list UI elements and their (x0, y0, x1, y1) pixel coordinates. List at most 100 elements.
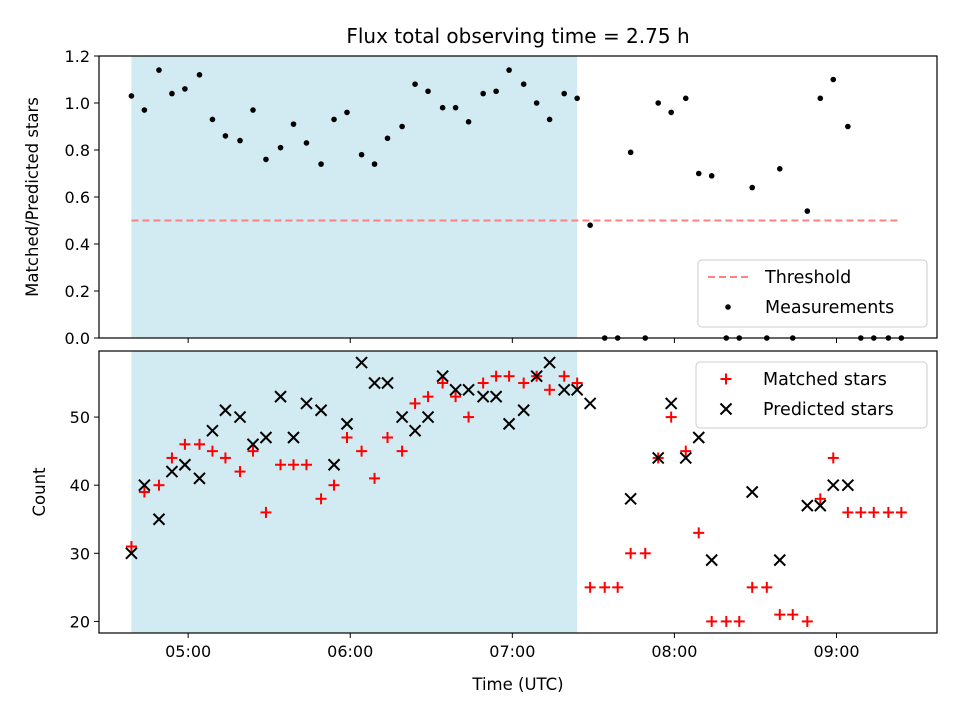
top-ytick-label: 0.4 (65, 235, 90, 254)
predicted-star-point (138, 478, 151, 492)
matched-star-point (450, 391, 462, 403)
predicted-star-point-b (287, 431, 300, 444)
matched-star-point (612, 581, 624, 593)
predicted-star-point-b (327, 458, 341, 471)
top-axes: 0.0 0.2 0.4 0.6 0.8 1.0 1.2 (65, 47, 938, 348)
matched-star-point (639, 547, 651, 559)
top-panel: 0.0 0.2 0.4 0.6 0.8 1.0 1.2 Matched/Predicted … (23, 47, 938, 348)
predicted-star-point-b (300, 397, 313, 410)
matched-star-point (761, 581, 773, 593)
bottom-xtick-label: 05:00 (165, 642, 211, 661)
top-ytick-label: 0.8 (65, 141, 90, 160)
matched-star-point (328, 479, 340, 491)
predicted-star-point (274, 390, 287, 403)
matched-star-point (206, 445, 218, 457)
predicted-star-point (152, 513, 166, 526)
predicted-star-point-b (178, 458, 192, 471)
matched-star-point (746, 581, 758, 593)
measurement-point (263, 156, 269, 163)
measurement-point (627, 149, 634, 156)
matched-star-point (599, 581, 611, 593)
predicted-star-point-b (502, 417, 516, 431)
matched-star-point (275, 459, 287, 471)
matched-star-point (382, 432, 394, 444)
top-ytick-label: 0.6 (65, 188, 90, 207)
predicted-star-point (814, 499, 827, 512)
predicted-star-point (449, 383, 462, 397)
predicted-star-point-b (246, 438, 260, 451)
bottom-ytick-label: 20 (70, 612, 90, 631)
predicted-star-point (165, 465, 179, 478)
measurement-point (250, 107, 256, 113)
measurement-point (331, 116, 337, 123)
predicted-star-point-b (314, 404, 328, 417)
measurement-point (682, 95, 689, 102)
matched-star-point (125, 540, 137, 552)
legend-measurements-label: Measurements (765, 298, 894, 318)
top-shaded-span (131, 56, 578, 338)
bottom-legend-box (695, 361, 928, 429)
predicted-star-point-b (543, 356, 556, 369)
measurement-point (399, 123, 405, 130)
predicted-star-point-b (421, 410, 435, 424)
predicted-star-point (502, 417, 516, 431)
predicted-star-point (340, 417, 354, 431)
predicted-star-point (801, 499, 814, 512)
top-legend: Threshold Measurements (697, 259, 928, 328)
matched-star-point (341, 432, 353, 444)
predicted-star-point-b (152, 513, 166, 526)
matched-star-point (288, 459, 300, 471)
matched-star-point (409, 397, 421, 409)
legend-predicted-marker (719, 402, 733, 416)
measurement-point (182, 86, 188, 92)
measurement-point (817, 95, 824, 102)
matched-star-point (503, 370, 515, 382)
predicted-star-point (355, 356, 368, 369)
measurement-point (708, 173, 715, 179)
measurement-point (845, 123, 851, 130)
predicted-star-point (408, 424, 422, 437)
matched-star-point (895, 506, 907, 518)
predicted-star-point-b (165, 465, 179, 478)
bottom-ytick-label: 30 (70, 544, 90, 563)
predicted-star-point-b (773, 553, 786, 567)
predicted-star-point (314, 404, 328, 417)
matched-star-point (868, 506, 880, 518)
predicted-star-point (233, 410, 247, 424)
matched-star-point (665, 411, 677, 423)
legend-predicted-swatch (719, 402, 733, 416)
measurement-point (156, 67, 162, 73)
bottom-ytick-label: 40 (70, 476, 90, 495)
measurement-point (561, 90, 567, 97)
predicted-star-point (543, 356, 556, 369)
measurement-point (587, 222, 593, 228)
predicted-star-point (489, 390, 503, 403)
measurement-point (830, 76, 837, 83)
predicted-star-point-b (355, 356, 368, 369)
measurement-point (749, 184, 756, 191)
measurement-point (546, 116, 553, 123)
matched-star-point (193, 438, 205, 450)
matched-star-point (234, 466, 246, 478)
matched-star-point (219, 452, 231, 464)
predicted-star-point-b (692, 431, 705, 444)
measurement-point (237, 137, 243, 144)
predicted-star-point (395, 410, 409, 424)
predicted-star-point (421, 410, 435, 424)
legend-threshold-label: Threshold (764, 268, 851, 288)
matched-star-point (260, 506, 272, 518)
predicted-star-point (624, 492, 637, 506)
predicted-star-point-b (489, 390, 503, 403)
matched-star-point (166, 452, 178, 464)
predicted-star-point (476, 390, 490, 403)
predicted-star-point-b (827, 478, 840, 492)
predicted-star-point (841, 478, 855, 492)
matched-star-point (422, 391, 434, 403)
predicted-star-point (746, 485, 759, 499)
predicted-star-point (664, 397, 678, 410)
legend-measurements-swatch (725, 304, 731, 310)
matched-star-point (706, 615, 718, 627)
predicted-star-point-b (125, 547, 138, 560)
legend-predicted-marker-b (719, 402, 733, 416)
bottom-xtick-label: 07:00 (489, 642, 535, 661)
